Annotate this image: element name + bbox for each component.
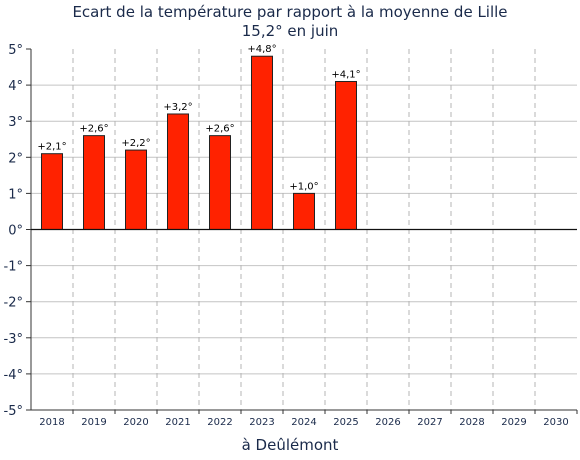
x-axis-label: à Deûlémont	[241, 436, 339, 454]
x-tick-label: 2028	[459, 417, 484, 428]
x-tick-label: 2020	[123, 417, 148, 428]
data-label: +2,6°	[205, 124, 234, 135]
y-tick-label: 1°	[8, 187, 23, 202]
y-tick-label: 0°	[8, 224, 23, 239]
bar	[251, 55, 273, 230]
chart-subtitle: 15,2° en juin	[241, 22, 339, 40]
bar	[293, 192, 315, 230]
x-tick-label: 2024	[291, 417, 316, 428]
data-label: +1,0°	[289, 181, 318, 192]
y-tick-label: 4°	[8, 79, 23, 94]
data-label: +2,1°	[37, 142, 66, 153]
x-tick-label: 2019	[81, 417, 106, 428]
y-tick-label: 2°	[8, 151, 23, 166]
bar	[125, 149, 147, 230]
y-tick-label: 3°	[8, 115, 23, 130]
x-tick-label: 2029	[501, 417, 526, 428]
x-tick-label: 2025	[333, 417, 358, 428]
data-label: +4,1°	[331, 69, 360, 80]
bar	[167, 113, 189, 230]
x-tick-label: 2022	[207, 417, 232, 428]
chart-title: Ecart de la température par rapport à la…	[72, 3, 508, 21]
x-tick-label: 2023	[249, 417, 274, 428]
y-tick-label: -1°	[4, 260, 23, 275]
x-tick-label: 2027	[417, 417, 442, 428]
x-tick-label: 2030	[543, 417, 568, 428]
data-label: +2,2°	[121, 138, 150, 149]
x-tick-label: 2018	[39, 417, 64, 428]
data-label: +2,6°	[79, 124, 108, 135]
x-tick-label: 2021	[165, 417, 190, 428]
bar	[83, 135, 105, 230]
data-label: +3,2°	[163, 102, 192, 113]
data-label: +4,8°	[247, 44, 276, 55]
y-tick-label: 5°	[8, 43, 23, 58]
bar	[335, 80, 357, 230]
y-tick-label: -2°	[4, 296, 23, 311]
y-tick-label: -5°	[4, 404, 23, 419]
y-tick-label: -4°	[4, 368, 23, 383]
x-tick-label: 2026	[375, 417, 400, 428]
y-tick-label: -3°	[4, 332, 23, 347]
bar	[41, 153, 63, 230]
bar	[209, 135, 231, 230]
